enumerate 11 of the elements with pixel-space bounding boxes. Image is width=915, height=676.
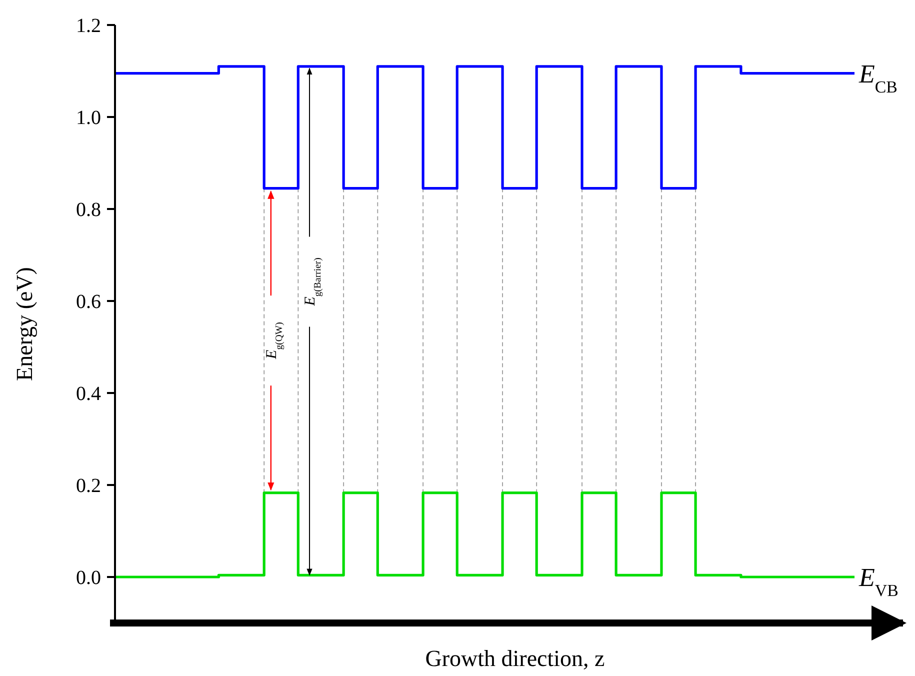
y-tick-label: 1.2 [76, 15, 101, 37]
series-label: E$_{VB}$ [858, 563, 898, 600]
series-label: E$_{CB}$ [858, 59, 898, 96]
y-tick-label: 0.4 [76, 383, 101, 405]
y-tick-label: 1.0 [76, 107, 101, 129]
x-axis-title: Growth direction, z [425, 646, 605, 671]
y-tick-label: 0.6 [76, 291, 101, 313]
y-tick-label: 0.2 [76, 475, 101, 497]
y-axis-title: Energy (eV) [12, 267, 37, 381]
y-tick-label: 0.0 [76, 567, 101, 589]
y-tick-label: 0.8 [76, 199, 101, 221]
